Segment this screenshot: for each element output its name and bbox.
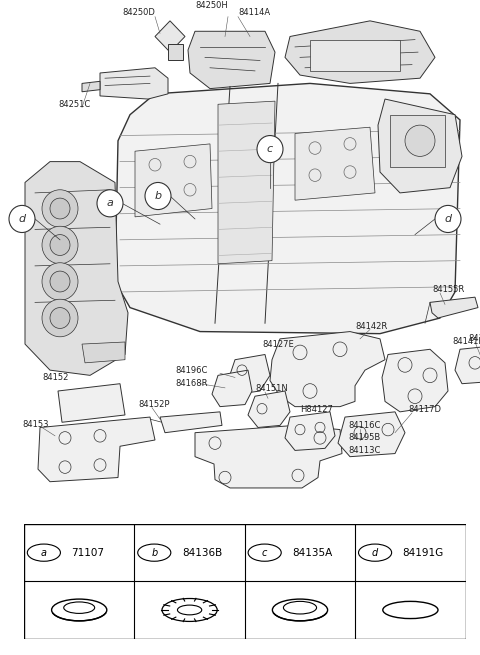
Text: 84141L: 84141L	[452, 337, 480, 346]
Text: 84136B: 84136B	[182, 548, 222, 557]
Circle shape	[27, 544, 60, 561]
Circle shape	[50, 234, 70, 255]
Polygon shape	[285, 21, 435, 83]
Text: 84153: 84153	[22, 420, 48, 429]
Text: 84250D: 84250D	[122, 8, 155, 17]
Text: 84135A: 84135A	[292, 548, 333, 557]
Polygon shape	[115, 83, 460, 333]
Circle shape	[50, 308, 70, 328]
Circle shape	[42, 299, 78, 337]
Circle shape	[97, 190, 123, 217]
Text: 84196C: 84196C	[175, 365, 207, 375]
Text: d: d	[372, 548, 378, 557]
Polygon shape	[270, 331, 385, 407]
Text: 84152: 84152	[42, 373, 68, 382]
Polygon shape	[378, 99, 462, 193]
Polygon shape	[430, 297, 478, 318]
Polygon shape	[168, 44, 183, 60]
Text: 84251C: 84251C	[58, 100, 90, 109]
Polygon shape	[100, 67, 168, 99]
Polygon shape	[338, 412, 405, 457]
Polygon shape	[135, 144, 212, 217]
Text: 84151N: 84151N	[255, 384, 288, 394]
Polygon shape	[82, 81, 100, 92]
Polygon shape	[155, 21, 185, 52]
Polygon shape	[58, 384, 125, 422]
Bar	[390, 115, 445, 167]
Polygon shape	[38, 417, 155, 481]
Circle shape	[435, 206, 461, 233]
Polygon shape	[248, 391, 290, 428]
Text: c: c	[262, 548, 267, 557]
Polygon shape	[218, 101, 275, 264]
Text: 84114A: 84114A	[238, 8, 270, 17]
Polygon shape	[455, 344, 480, 384]
Text: a: a	[41, 548, 47, 557]
Circle shape	[42, 226, 78, 264]
Circle shape	[50, 198, 70, 219]
Polygon shape	[160, 412, 222, 433]
Text: 84168R: 84168R	[175, 379, 207, 388]
Text: H84127: H84127	[300, 405, 333, 414]
Polygon shape	[188, 31, 275, 88]
Circle shape	[405, 125, 435, 157]
Text: 84127E: 84127E	[262, 339, 294, 348]
Text: 84142R: 84142R	[355, 322, 387, 331]
Text: a: a	[107, 198, 113, 208]
Circle shape	[145, 183, 171, 210]
Text: b: b	[155, 191, 162, 201]
Ellipse shape	[162, 599, 217, 622]
Polygon shape	[285, 412, 335, 451]
Polygon shape	[228, 354, 270, 394]
Text: c: c	[267, 144, 273, 154]
Circle shape	[42, 190, 78, 227]
Text: 84116C: 84116C	[348, 421, 380, 430]
Polygon shape	[195, 425, 342, 488]
Polygon shape	[25, 162, 128, 375]
Polygon shape	[212, 370, 252, 407]
Circle shape	[248, 544, 281, 561]
Text: 84117D: 84117D	[408, 405, 441, 414]
Text: 84195B: 84195B	[348, 434, 380, 442]
Text: 84250H: 84250H	[195, 1, 228, 10]
Polygon shape	[382, 349, 448, 412]
Text: d: d	[444, 214, 452, 224]
Text: 84113C: 84113C	[348, 446, 380, 455]
Polygon shape	[82, 342, 125, 363]
Text: 84152P: 84152P	[138, 400, 169, 409]
Bar	[310, 39, 400, 71]
Text: 84153A: 84153A	[468, 334, 480, 343]
Circle shape	[42, 263, 78, 300]
Circle shape	[257, 136, 283, 162]
Polygon shape	[295, 127, 375, 200]
Ellipse shape	[272, 599, 327, 621]
Ellipse shape	[283, 601, 317, 614]
Text: 71107: 71107	[72, 548, 105, 557]
Circle shape	[359, 544, 392, 561]
Text: b: b	[151, 548, 157, 557]
Circle shape	[9, 206, 35, 233]
Circle shape	[50, 271, 70, 292]
Ellipse shape	[383, 601, 438, 618]
Text: 84155R: 84155R	[432, 286, 464, 294]
Ellipse shape	[64, 602, 95, 613]
Ellipse shape	[51, 599, 107, 621]
Circle shape	[138, 544, 171, 561]
Text: d: d	[18, 214, 25, 224]
Text: 84191G: 84191G	[403, 548, 444, 557]
Ellipse shape	[178, 605, 202, 615]
